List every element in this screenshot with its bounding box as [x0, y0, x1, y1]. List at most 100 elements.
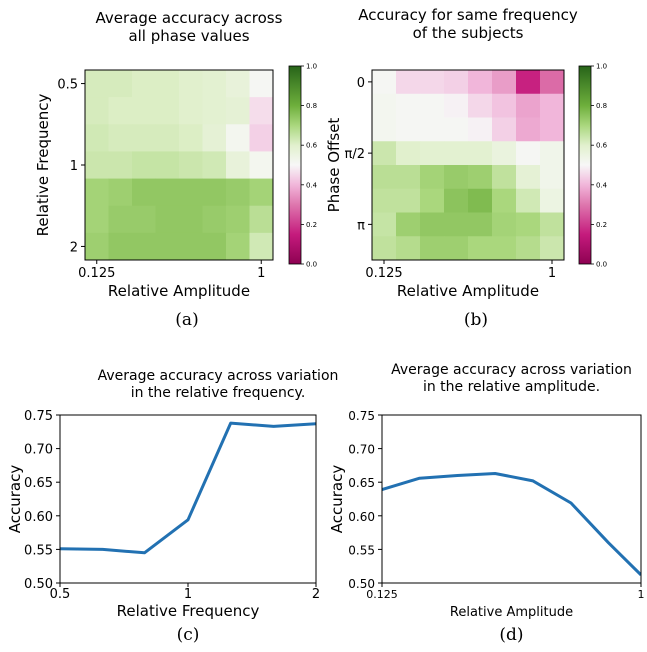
heatmap-cell [372, 236, 397, 261]
colorbar-tick-label: 0.8 [596, 102, 607, 110]
heatmap-cell [396, 93, 421, 118]
heatmap-cell [492, 93, 517, 118]
y-tick-label: 0.5 [57, 78, 78, 93]
x-axis-label: Relative Amplitude [108, 282, 250, 300]
heatmap-cell [492, 117, 517, 142]
colorbar-tick-label: 0.4 [306, 181, 318, 189]
heatmap-cell [372, 212, 397, 237]
heatmap-cell [372, 117, 397, 142]
heatmap-cell [492, 212, 517, 237]
heatmap-cell [540, 212, 565, 237]
heatmap-cell [444, 117, 469, 142]
heatmap-cell [492, 70, 517, 95]
heatmap-cell [85, 178, 109, 207]
x-axis-label: Relative Amplitude [397, 282, 539, 300]
colorbar [288, 65, 302, 265]
chart-title: all phase values [128, 27, 249, 45]
chart-title: Average accuracy across variation [98, 368, 339, 384]
heatmap-cell [396, 117, 421, 142]
y-tick-label: 0.55 [24, 543, 53, 558]
heatmap-cell [155, 151, 180, 179]
heatmap-cell [108, 178, 133, 207]
heatmap-cell [179, 232, 203, 261]
heatmap-cell [396, 212, 421, 237]
heatmap-cell [249, 205, 274, 234]
heatmap-cell [420, 141, 445, 166]
heatmap-cell [155, 97, 180, 125]
x-axis-label: Relative Frequency [117, 602, 260, 620]
chart-title: Average accuracy across variation [391, 362, 632, 378]
y-tick-label: π [357, 218, 365, 233]
heatmap-cell [444, 236, 469, 261]
chart-title: of the subjects [413, 24, 524, 42]
y-tick-label: 0 [357, 76, 365, 91]
y-axis-label: Phase Offset [325, 118, 343, 213]
colorbar-tick-label: 1.0 [306, 63, 317, 71]
heatmap-cell [468, 236, 493, 261]
heatmap-cell [372, 141, 397, 166]
heatmap-cell [396, 165, 421, 190]
heatmap-cell [468, 212, 493, 237]
heatmap-cell [444, 188, 469, 213]
heatmap-cell [420, 117, 445, 142]
heatmap-cell [516, 236, 541, 261]
chart-title: Accuracy for same frequency [358, 6, 578, 24]
x-tick-label: 0.125 [78, 266, 115, 281]
x-tick-label: 1 [638, 588, 645, 601]
heatmap-cell [540, 117, 565, 142]
chart-title: in the relative amplitude. [423, 379, 600, 395]
heatmap-cell [108, 205, 133, 234]
heatmap-cell [516, 165, 541, 190]
heatmap-cell [226, 232, 250, 261]
x-axis-label: Relative Amplitude [450, 605, 573, 620]
heatmap-cell [540, 165, 565, 190]
y-tick-label: 2 [70, 240, 78, 255]
heatmap-cell [132, 70, 156, 98]
y-tick-label: 0.60 [24, 510, 53, 525]
y-axis-label: Accuracy [328, 465, 346, 534]
heatmap-cell [202, 70, 227, 98]
colorbar [578, 65, 592, 265]
heatmap-cell [85, 124, 109, 152]
heatmap-cell [444, 212, 469, 237]
heatmap-cell [516, 141, 541, 166]
y-tick-label: 0.70 [348, 443, 375, 457]
y-tick-label: 0.65 [24, 476, 53, 491]
heatmap-cell [468, 165, 493, 190]
heatmap-cell [179, 70, 203, 98]
heatmap-cell [420, 212, 445, 237]
y-tick-label: 0.65 [348, 476, 375, 490]
y-tick-label: 0.50 [348, 577, 375, 591]
heatmap-cell [226, 205, 250, 234]
heatmap-cell [85, 70, 109, 98]
y-tick-label: 0.55 [348, 543, 375, 557]
heatmap-cell [249, 97, 274, 125]
heatmap-cell [155, 70, 180, 98]
heatmap-cell [420, 188, 445, 213]
heatmap-cell [249, 178, 274, 207]
heatmap-cell [492, 188, 517, 213]
heatmap-cell [468, 141, 493, 166]
heatmap-cell [396, 141, 421, 166]
plot-frame [59, 414, 317, 584]
heatmap-cell [420, 70, 445, 95]
heatmap-cell [396, 70, 421, 95]
heatmap-cell [179, 124, 203, 152]
y-tick-label: 0.75 [348, 409, 375, 423]
heatmap-cell [444, 141, 469, 166]
heatmap-cell [372, 93, 397, 118]
heatmap-cell [492, 236, 517, 261]
heatmap-cell [108, 97, 133, 125]
heatmap-cell [202, 151, 227, 179]
chart-title: Average accuracy across [96, 9, 283, 27]
heatmap-cell [516, 93, 541, 118]
heatmap-cell [85, 97, 109, 125]
heatmap-cell [202, 97, 227, 125]
heatmap-cell [226, 70, 250, 98]
colorbar-tick-label: 1.0 [596, 63, 607, 71]
heatmap-cell [202, 205, 227, 234]
subfigure-caption: (a) [175, 310, 198, 330]
heatmap-cell [396, 188, 421, 213]
y-tick-label: 0.75 [24, 409, 53, 424]
